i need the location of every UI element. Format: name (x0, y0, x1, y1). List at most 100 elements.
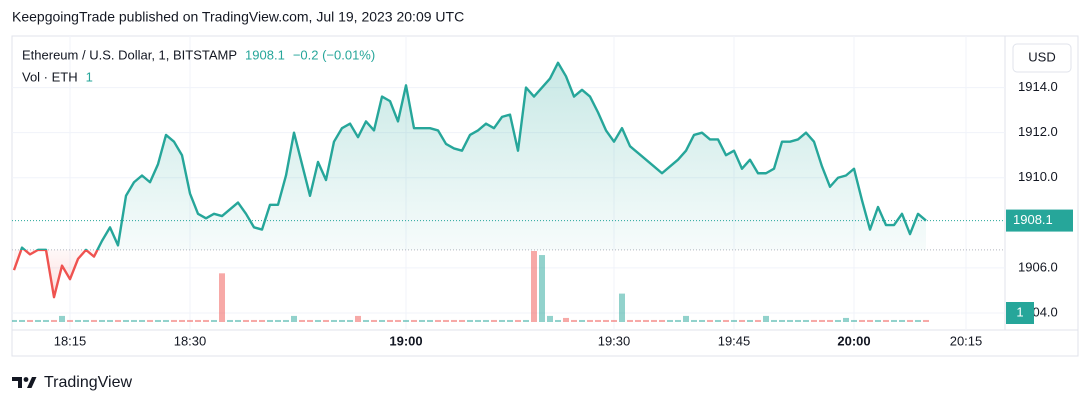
volume-bar (91, 319, 97, 322)
brand: TradingView (44, 374, 132, 391)
volume-bar (723, 319, 729, 322)
volume-bar (403, 319, 409, 322)
volume-bar (59, 315, 65, 322)
x-tick-label: 20:00 (837, 333, 870, 348)
volume-bar (251, 319, 257, 322)
x-tick-label: 20:15 (950, 333, 983, 348)
volume-bar (611, 319, 617, 322)
volume-bar (883, 319, 889, 322)
volume-bar (499, 319, 505, 322)
brand-logo (12, 377, 37, 388)
volume-bar (155, 319, 161, 322)
volume-bar (323, 319, 329, 322)
volume-bar (595, 319, 601, 322)
volume-bar (787, 319, 793, 322)
volume-bar (715, 319, 721, 322)
volume-bar (75, 319, 81, 322)
volume-bar (43, 319, 49, 322)
chart-frame (11, 35, 1079, 357)
volume-bar (243, 319, 249, 322)
volume-bar (531, 251, 537, 322)
volume-bar (12, 319, 17, 322)
currency: USD (1028, 49, 1055, 64)
volume-bar (755, 319, 761, 322)
volume-bar (843, 317, 849, 322)
volume-bar (859, 319, 865, 322)
x-tick-label: 18:30 (174, 333, 207, 348)
volume-bar (203, 319, 209, 322)
volume-bar (683, 315, 689, 322)
volume-bar (651, 319, 657, 322)
volume-bar (739, 319, 745, 322)
volume-bar (219, 273, 225, 322)
last-price: 1908.1 (245, 47, 285, 62)
x-tick-label: 18:15 (54, 333, 87, 348)
volume-bar (379, 319, 385, 322)
volume-bar (291, 315, 297, 322)
volume-bar (147, 319, 153, 322)
volume-bar (235, 319, 241, 322)
volume-bar (275, 319, 281, 322)
volume-bar (339, 319, 345, 322)
volume-bar (467, 319, 473, 322)
volume-bar (643, 319, 649, 322)
volume-bar (67, 319, 73, 322)
last-volume: 1 (86, 69, 93, 84)
volume-bar (539, 255, 545, 322)
x-tick-label: 19:45 (718, 333, 751, 348)
volume-bar (803, 319, 809, 322)
volume-bar (451, 319, 457, 322)
volume-bar (675, 319, 681, 322)
volume-bar (123, 319, 129, 322)
volume-bar (139, 319, 145, 322)
volume-bar (179, 319, 185, 322)
volume-bar (483, 319, 489, 322)
volume-bar (603, 319, 609, 322)
volume-bar (763, 315, 769, 322)
volume-bar (83, 319, 89, 322)
volume-bar (331, 319, 337, 322)
volume-bar (515, 319, 521, 322)
volume-bar (915, 319, 921, 322)
volume-bar (891, 319, 897, 322)
volume-bar (459, 319, 465, 322)
volume-bar (435, 319, 441, 322)
volume-bar (131, 319, 137, 322)
volume-bar (115, 319, 121, 322)
volume-bar (35, 319, 41, 322)
last-volume-box (1006, 302, 1034, 324)
currency-button[interactable] (1012, 43, 1072, 73)
price-change: −0.2 (−0.01%) (293, 47, 375, 62)
volume-bar (691, 319, 697, 322)
volume-bar (923, 319, 929, 322)
y-tick-label: 1912.0 (1018, 124, 1058, 139)
volume-bar (731, 319, 737, 322)
volume-bar (811, 319, 817, 322)
volume-bar (587, 319, 593, 322)
volume-bar (563, 317, 569, 322)
volume-bar (443, 319, 449, 322)
publish-note: KeepgoingTrade published on TradingView.… (12, 9, 464, 25)
volume-bar (707, 319, 713, 322)
price-line (12, 61, 927, 299)
volume-bar (387, 319, 393, 322)
volume-bar (523, 319, 529, 322)
last-volume-label: 1 (1016, 304, 1023, 319)
volume-bar (371, 319, 377, 322)
volume-bar (315, 319, 321, 322)
volume-bar (211, 319, 217, 322)
volume-bar (171, 319, 177, 322)
volume-bar (419, 319, 425, 322)
volume-bar (347, 319, 353, 322)
volume-bar (363, 319, 369, 322)
volume-bar (619, 293, 625, 322)
volume-bar (195, 319, 201, 322)
volume-bar (699, 319, 705, 322)
volume-bar (507, 319, 513, 322)
volume-bar (547, 315, 553, 322)
volume-bar (267, 319, 273, 322)
plot (12, 61, 1005, 322)
volume-bar (907, 319, 913, 322)
